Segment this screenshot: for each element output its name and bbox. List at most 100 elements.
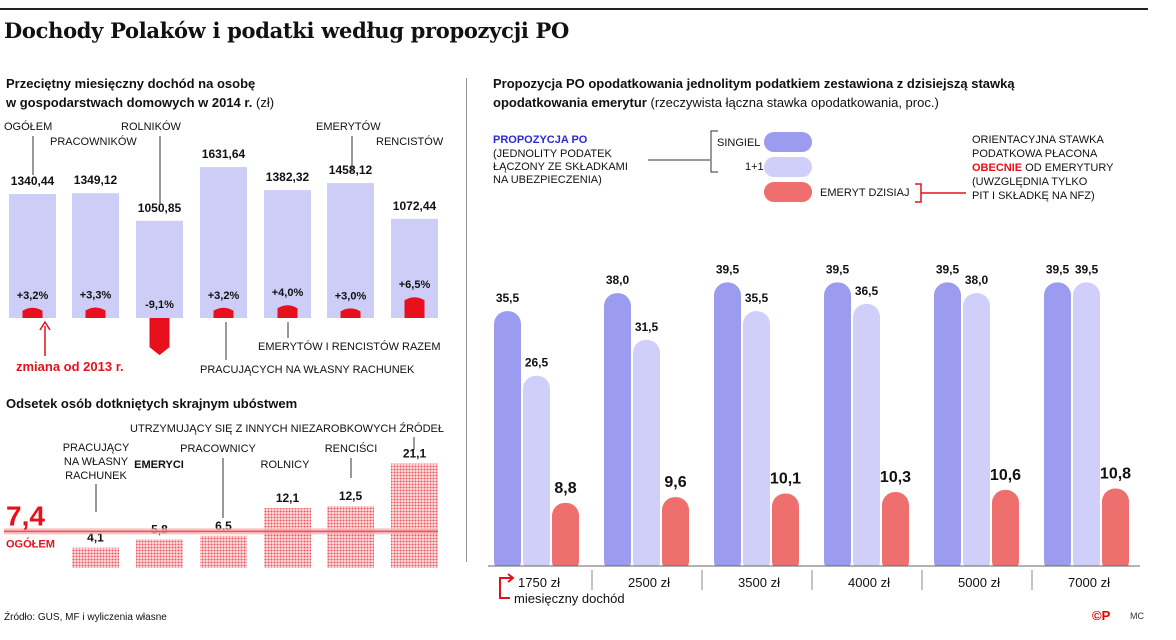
plus1-value-label: 38,0 [965,273,989,287]
income-title-unit: (zł) [255,95,275,110]
legend-plus1-swatch [764,157,812,177]
plus1-bar [523,375,550,574]
singiel-bar [934,282,961,574]
change-marker [213,307,234,318]
income-title-line1: Przeciętny miesięczny dochód na osobę [6,76,256,91]
income-chart-title: Przeciętny miesięczny dochód na osobę w … [6,74,274,112]
poverty-category-label: UTRZYMUJĄCY SIĘ Z INNYCH NIEZAROBKOWYCH … [130,422,444,435]
legend-emeryt-bracket [915,183,922,203]
singiel-value-label: 39,5 [716,262,740,276]
emeryt-value-label: 10,3 [880,469,911,486]
change-label: +3,2% [17,290,49,302]
x-tick-label: 5000 zł [958,575,1000,590]
legend-current-rest: OD EMERYTURY [1022,162,1114,174]
singiel-value-label: 38,0 [606,273,630,287]
legend-proposal-desc: NA UBEZPIECZENIA) [493,174,602,186]
tax-chart-title: Propozycja PO opodatkowania jednolitym p… [493,74,1015,112]
income-category-label: ROLNIKÓW [121,120,182,133]
income-value-label: 1382,32 [266,170,310,184]
singiel-bar [824,282,851,574]
legend-current-text: PODATKOWA PŁACONA [972,148,1098,160]
legend-current-text: (UWZGLĘDNIA TYLKO [972,176,1088,188]
change-label: +3,2% [208,290,240,302]
plus1-value-label: 35,5 [745,291,769,305]
legend-proposal-title: PROPOZYCJA PO [493,134,588,146]
emeryt-bar [772,493,799,574]
change-label: -9,1% [145,299,174,311]
income-bar [200,167,247,318]
emeryt-value-label: 10,8 [1100,465,1131,482]
change-marker [340,308,361,318]
change-label: +6,5% [399,279,431,291]
reference-value-label: 7,4 [6,500,45,531]
singiel-bar [494,311,521,574]
singiel-value-label: 39,5 [936,262,960,276]
income-category-label: PRACUJĄCYCH NA WŁASNY RACHUNEK [200,364,415,376]
publisher-logo: ©P [1092,608,1111,623]
legend-current-text: PIT I SKŁADKĘ NA NFZ) [972,190,1095,202]
plus1-bar [743,311,770,574]
poverty-category-label: PRACOWNICY [180,443,256,455]
poverty-category-label: EMERYCI [134,459,184,471]
emeryt-bar [662,497,689,574]
income-value-label: 1050,85 [138,201,182,215]
income-value-label: 1072,44 [393,199,437,213]
plus1-bar [963,293,990,574]
x-axis-label: miesięczny dochód [514,591,625,606]
income-title-line2-wrap: w gospodarstwach domowych w 2014 r. (zł) [6,93,274,112]
poverty-category-label: PRACUJĄCY [63,442,130,454]
income-bar [264,190,311,318]
poverty-bar [136,539,183,568]
plus1-bar [853,303,880,574]
tax-title-note: (rzeczywista łączna stawka opodatkowania… [650,95,939,110]
emeryt-bar [992,489,1019,574]
emeryt-value-label: 10,1 [770,470,801,487]
legend-current-highlight: OBECNIE [972,162,1022,174]
emeryt-value-label: 9,6 [664,474,686,491]
change-label: +3,3% [80,289,112,301]
change-marker [404,297,425,318]
legend-emeryt-swatch [764,182,812,202]
legend-current-text: ORIENTACYJNA STAWKA [972,134,1104,146]
income-category-label: OGÓŁEM [4,120,52,133]
page-title: Dochody Polaków i podatki według propozy… [4,18,570,43]
author-credit: MC [1130,611,1144,621]
singiel-value-label: 39,5 [1046,262,1070,276]
x-tick-label: 2500 zł [628,575,670,590]
income-bar [327,183,374,318]
income-category-label: EMERYTÓW I RENCISTÓW RAZEM [258,340,441,353]
reference-label: OGÓŁEM [6,537,55,550]
change-label: +4,0% [272,287,304,299]
tax-title-line2: opodatkowania emerytur [493,95,647,110]
change-note-arrowhead [39,320,51,331]
income-title-line2: w gospodarstwach domowych w 2014 r. [6,95,253,110]
legend-singiel-label: SINGIEL [717,137,760,149]
legend-current-text: OBECNIE OD EMERYTURY [972,162,1114,174]
change-marker [85,307,106,318]
tax-title-line2-wrap: opodatkowania emerytur (rzeczywista łącz… [493,93,1015,112]
poverty-bar [72,547,119,568]
poverty-category-label: RACHUNEK [65,470,127,482]
income-category-label: RENCISTÓW [376,135,444,148]
poverty-bar [327,506,374,568]
source-note: Źródło: GUS, MF i wyliczenia własne [4,612,167,623]
x-tick-label: 4000 zł [848,575,890,590]
legend-emeryt-label: EMERYT DZISIAJ [820,187,909,199]
change-label: +3,0% [335,290,367,302]
singiel-value-label: 39,5 [826,262,850,276]
section-divider [466,78,467,562]
axis-mask [480,566,1150,576]
x-axis-bracket-arrow [507,573,515,583]
legend-plus1-label: 1+1 [745,161,764,173]
plus1-value-label: 39,5 [1075,262,1099,276]
income-bar [72,193,119,318]
income-value-label: 1458,12 [329,163,373,177]
income-category-label: PRACOWNIKÓW [50,135,137,148]
poverty-bar [391,463,438,568]
income-value-label: 1631,64 [202,147,246,161]
top-rule [0,8,1148,10]
plus1-value-label: 26,5 [525,356,549,370]
x-tick-label: 7000 zł [1068,575,1110,590]
income-bar [136,220,183,318]
